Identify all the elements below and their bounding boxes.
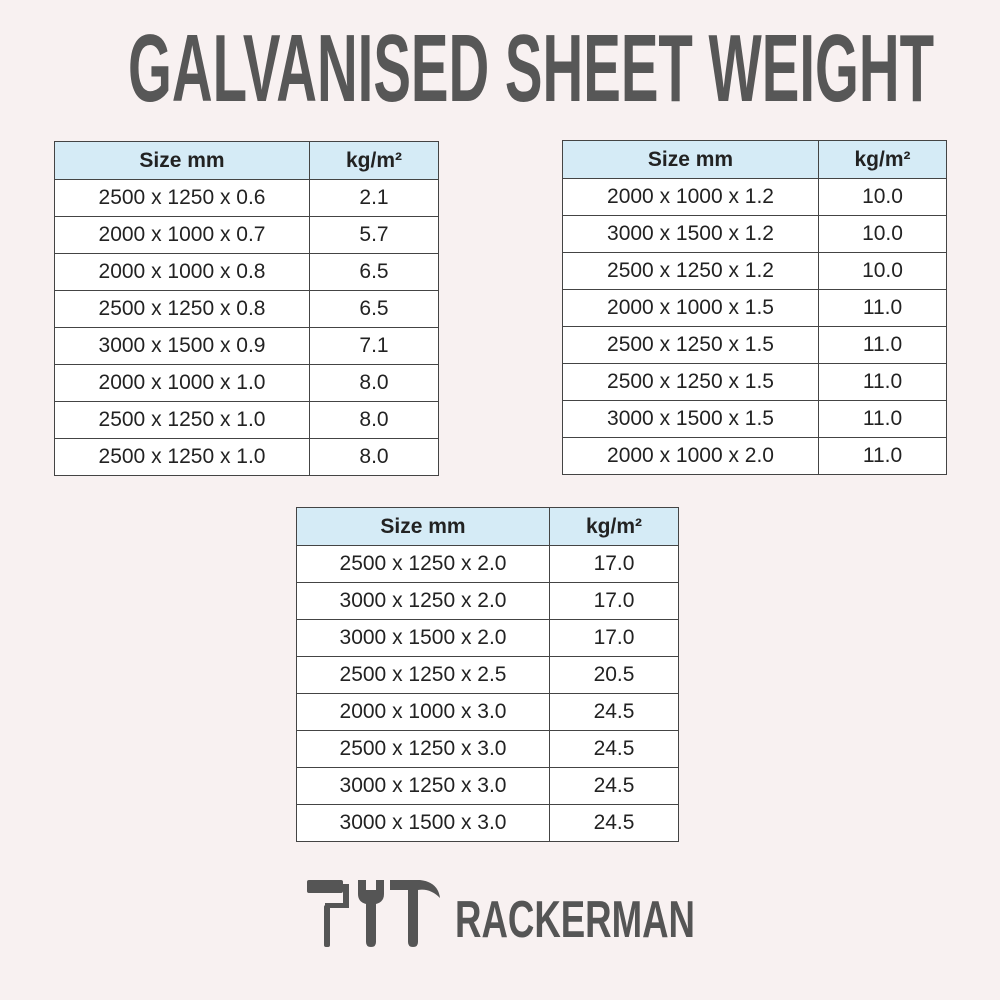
table-row: 2500 x 1250 x 0.8 6.5 <box>54 290 439 328</box>
hammer-icon <box>390 880 440 947</box>
size-cell: 2500 x 1250 x 3.0 <box>296 730 550 768</box>
roller-icon <box>325 903 349 908</box>
size-cell: 2000 x 1000 x 0.8 <box>54 253 310 291</box>
header-cell: kg/m² <box>549 507 679 546</box>
weight-cell: 10.0 <box>818 178 947 216</box>
size-cell: 2500 x 1250 x 1.5 <box>562 363 819 401</box>
size-cell: 3000 x 1500 x 1.2 <box>562 215 819 253</box>
table-row: 2000 x 1000 x 0.7 5.7 <box>54 216 439 254</box>
size-cell: 3000 x 1250 x 2.0 <box>296 582 550 620</box>
size-cell: 2500 x 1250 x 1.2 <box>562 252 819 290</box>
weight-cell: 24.5 <box>549 693 679 731</box>
table-row: 2000 x 1000 x 2.0 11.0 <box>562 437 947 475</box>
weight-cell: 8.0 <box>309 438 439 476</box>
weight-table: Size mm kg/m² 2500 x 1250 x 2.0 17.0 3000 x … <box>296 507 679 842</box>
weight-cell: 10.0 <box>818 252 947 290</box>
weight-cell: 24.5 <box>549 804 679 842</box>
weight-cell: 10.0 <box>818 215 947 253</box>
size-cell: 3000 x 1250 x 3.0 <box>296 767 550 805</box>
size-cell: 3000 x 1500 x 1.5 <box>562 400 819 438</box>
weight-cell: 24.5 <box>549 730 679 768</box>
title: GALVANISED SHEET WEIGHT <box>128 15 934 122</box>
size-cell: 3000 x 1500 x 3.0 <box>296 804 550 842</box>
header-cell: Size mm <box>54 141 310 180</box>
size-cell: 2000 x 1000 x 1.2 <box>562 178 819 216</box>
roller-icon <box>324 905 330 947</box>
weight-cell: 11.0 <box>818 437 947 475</box>
weight-table: Size mm kg/m² 2000 x 1000 x 1.2 10.0 3000 x … <box>562 140 947 475</box>
header-cell: kg/m² <box>309 141 439 180</box>
size-cell: 2500 x 1250 x 2.5 <box>296 656 550 694</box>
table-row: 2500 x 1250 x 1.5 11.0 <box>562 326 947 364</box>
weight-cell: 11.0 <box>818 400 947 438</box>
table-row: 2000 x 1000 x 3.0 24.5 <box>296 693 679 731</box>
table-row: 3000 x 1500 x 1.2 10.0 <box>562 215 947 253</box>
header-row: Size mm kg/m² <box>54 141 439 180</box>
weight-cell: 8.0 <box>309 401 439 439</box>
header-cell: kg/m² <box>818 140 947 179</box>
table-row: 3000 x 1500 x 3.0 24.5 <box>296 804 679 842</box>
table-row: 2500 x 1250 x 2.5 20.5 <box>296 656 679 694</box>
weight-cell: 8.0 <box>309 364 439 402</box>
table-row: 2500 x 1250 x 0.6 2.1 <box>54 179 439 217</box>
table-row: 2500 x 1250 x 1.5 11.0 <box>562 363 947 401</box>
size-cell: 3000 x 1500 x 2.0 <box>296 619 550 657</box>
table-row: 2000 x 1000 x 1.0 8.0 <box>54 364 439 402</box>
size-cell: 2000 x 1000 x 1.5 <box>562 289 819 327</box>
weight-cell: 6.5 <box>309 290 439 328</box>
table-row: 3000 x 1250 x 2.0 17.0 <box>296 582 679 620</box>
table-row: 2500 x 1250 x 1.0 8.0 <box>54 401 439 439</box>
weight-cell: 24.5 <box>549 767 679 805</box>
header-row: Size mm kg/m² <box>296 507 679 546</box>
table-row: 3000 x 1250 x 3.0 24.5 <box>296 767 679 805</box>
size-cell: 2500 x 1250 x 1.0 <box>54 438 310 476</box>
size-cell: 2500 x 1250 x 2.0 <box>296 545 550 583</box>
table-row: 2000 x 1000 x 1.2 10.0 <box>562 178 947 216</box>
weight-cell: 11.0 <box>818 289 947 327</box>
table-row: 2500 x 1250 x 1.0 8.0 <box>54 438 439 476</box>
weight-cell: 6.5 <box>309 253 439 291</box>
weight-table: Size mm kg/m² 2500 x 1250 x 0.6 2.1 2000 x 1… <box>54 141 439 476</box>
table-row: 2000 x 1000 x 1.5 11.0 <box>562 289 947 327</box>
table-row: 2500 x 1250 x 3.0 24.5 <box>296 730 679 768</box>
table-row: 3000 x 1500 x 1.5 11.0 <box>562 400 947 438</box>
weight-cell: 11.0 <box>818 326 947 364</box>
weight-cell: 2.1 <box>309 179 439 217</box>
roller-icon <box>343 884 349 906</box>
weight-cell: 11.0 <box>818 363 947 401</box>
size-cell: 2000 x 1000 x 0.7 <box>54 216 310 254</box>
weight-cell: 17.0 <box>549 582 679 620</box>
roller-icon <box>307 880 343 893</box>
logo-text: RACKERMAN <box>455 891 695 949</box>
table-row: 2500 x 1250 x 2.0 17.0 <box>296 545 679 583</box>
header-cell: Size mm <box>296 507 550 546</box>
wrench-icon <box>358 880 384 947</box>
size-cell: 3000 x 1500 x 0.9 <box>54 327 310 365</box>
table-row: 3000 x 1500 x 0.9 7.1 <box>54 327 439 365</box>
weight-cell: 17.0 <box>549 619 679 657</box>
weight-cell: 20.5 <box>549 656 679 694</box>
header-row: Size mm kg/m² <box>562 140 947 179</box>
logo-icons <box>307 880 440 947</box>
table-row: 2000 x 1000 x 0.8 6.5 <box>54 253 439 291</box>
size-cell: 2500 x 1250 x 0.8 <box>54 290 310 328</box>
size-cell: 2000 x 1000 x 3.0 <box>296 693 550 731</box>
size-cell: 2000 x 1000 x 2.0 <box>562 437 819 475</box>
weight-cell: 7.1 <box>309 327 439 365</box>
size-cell: 2500 x 1250 x 0.6 <box>54 179 310 217</box>
weight-cell: 5.7 <box>309 216 439 254</box>
table-row: 3000 x 1500 x 2.0 17.0 <box>296 619 679 657</box>
table-row: 2500 x 1250 x 1.2 10.0 <box>562 252 947 290</box>
weight-cell: 17.0 <box>549 545 679 583</box>
size-cell: 2500 x 1250 x 1.0 <box>54 401 310 439</box>
size-cell: 2000 x 1000 x 1.0 <box>54 364 310 402</box>
size-cell: 2500 x 1250 x 1.5 <box>562 326 819 364</box>
header-cell: Size mm <box>562 140 819 179</box>
